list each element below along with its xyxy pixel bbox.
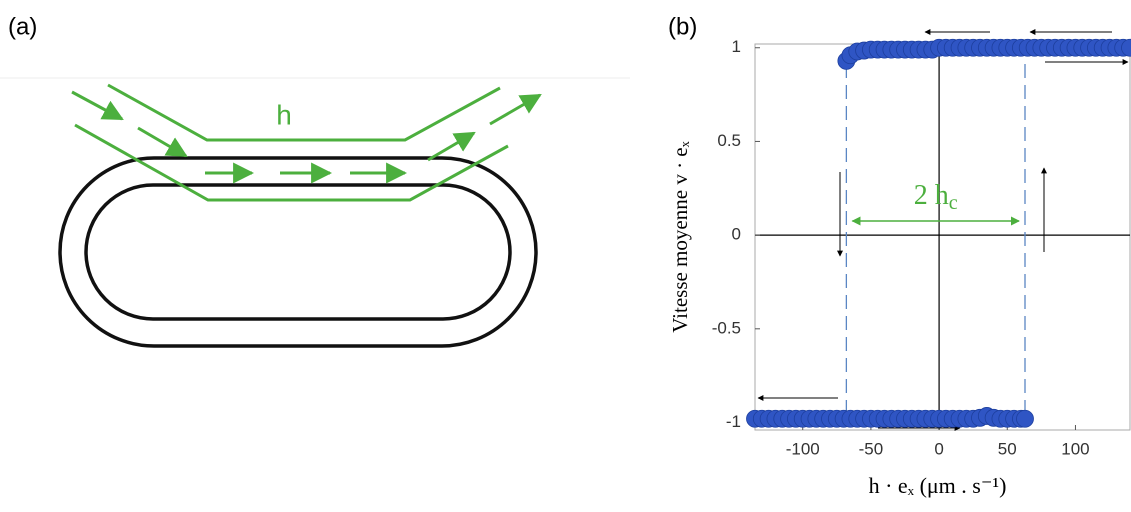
y-tick-label: 0.5: [717, 131, 741, 150]
field-label: h: [276, 99, 292, 130]
channel: [72, 85, 540, 200]
x-tick-label: 100: [1061, 439, 1089, 458]
chart: -100 -50 0 50 100 -1 -0.5 0 0.5 1 2 hc Vitesse moye…: [668, 32, 1131, 498]
annotation-sub: c: [949, 192, 958, 214]
y-tick-label: -0.5: [712, 318, 741, 337]
plot-frame: [755, 44, 1130, 430]
inner-loop: [86, 185, 510, 319]
x-axis-label: h · eₓ (μm . s⁻¹): [869, 473, 1007, 498]
panel-label: (b): [668, 13, 697, 40]
x-tick-label: 50: [998, 439, 1017, 458]
y-tick-label: 1: [732, 37, 741, 56]
data-point: [1017, 410, 1034, 427]
y-axis-label: Vitesse moyenne v · eₓ: [668, 140, 692, 332]
x-tick-label: -50: [859, 439, 884, 458]
x-tick-label: -100: [786, 439, 820, 458]
panel-label: (a): [8, 13, 37, 40]
annotation: 2 hc: [914, 180, 958, 213]
y-tick-label: -1: [726, 412, 741, 431]
diagram: h: [60, 85, 540, 346]
annotation-main: 2 h: [914, 180, 949, 211]
x-tick-label: 0: [934, 439, 943, 458]
y-tick-label: 0: [732, 225, 741, 244]
